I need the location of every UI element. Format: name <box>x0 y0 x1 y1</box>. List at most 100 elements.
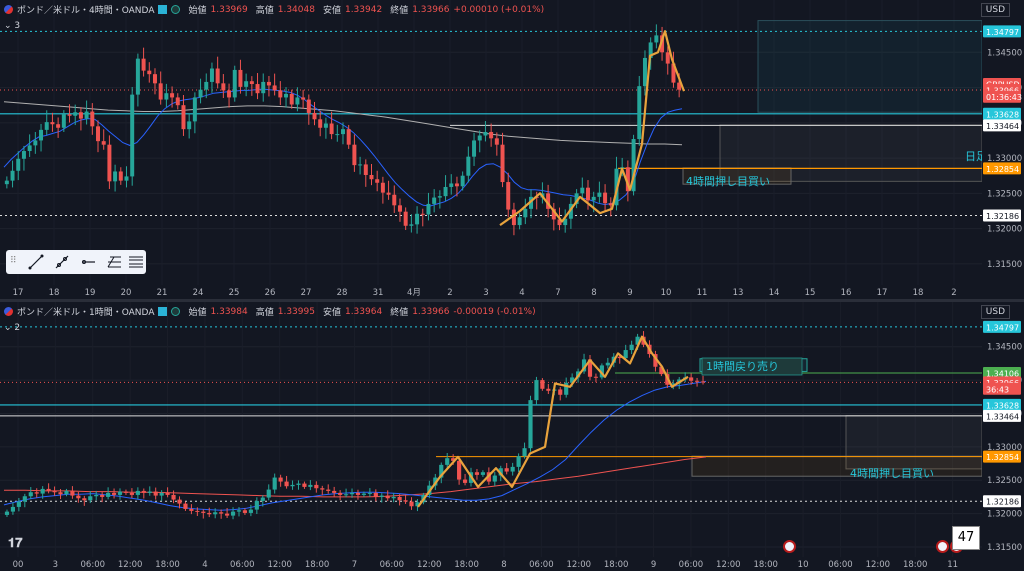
market-status-icon <box>171 5 181 14</box>
candle-body <box>568 203 573 219</box>
candle-body <box>466 156 471 176</box>
pane-separator[interactable] <box>0 299 1024 302</box>
low-value: 1.33964 <box>344 306 383 317</box>
candle-body <box>380 182 385 193</box>
candle-body <box>454 183 459 187</box>
chart-canvas-4h[interactable]: 4時間押し目買い日足1.345001.340001.335001.330001.… <box>0 0 1024 299</box>
candle-body <box>34 492 39 494</box>
currency-button[interactable]: USD <box>980 305 1010 319</box>
drag-handle-icon[interactable]: ⠿ <box>10 256 17 266</box>
time-tick-label: 18:00 <box>903 560 928 570</box>
candle-body <box>558 389 563 395</box>
bookmark-icon[interactable] <box>158 307 168 316</box>
candle-body <box>504 468 509 472</box>
candle-body <box>225 513 230 516</box>
candle-body <box>272 85 277 91</box>
candle-body <box>170 93 175 98</box>
price-label: 1.32854 <box>986 165 1019 174</box>
candle-body <box>88 496 93 501</box>
candle-body <box>318 119 323 128</box>
time-tick-label: 9 <box>627 288 632 298</box>
candle-body <box>329 123 334 135</box>
candle-body <box>78 112 83 119</box>
horizontal-ray-icon[interactable] <box>80 254 96 270</box>
time-tick-label: 19 <box>85 288 96 298</box>
candle-body <box>580 187 585 194</box>
candle-body <box>16 158 21 171</box>
candle-body <box>165 492 170 495</box>
candle-body <box>449 183 454 187</box>
candle-body <box>147 70 152 75</box>
annotation-box <box>701 357 803 376</box>
time-tick-label: 18 <box>49 288 60 298</box>
indicator-toggle[interactable]: ⌄ 2 <box>4 323 21 333</box>
tradingview-logo-icon[interactable]: 𝟏𝟕 <box>8 536 23 551</box>
candle-body <box>335 134 340 136</box>
chart-pane-1h[interactable]: 1時間戻り売り4時間押し目買い1.345001.340001.335001.33… <box>0 302 1024 571</box>
drawing-toolbar[interactable]: ⠿ <box>6 250 146 274</box>
candle-body <box>409 224 414 226</box>
candle-body <box>341 129 345 135</box>
chart-pane-4h[interactable]: 4時間押し目買い日足1.345001.340001.335001.330001.… <box>0 0 1024 299</box>
candle-body <box>261 81 266 94</box>
time-tick-label: 4 <box>519 288 524 298</box>
fib-retracement-icon[interactable] <box>106 254 122 270</box>
candle-body <box>4 511 10 515</box>
candle-body <box>581 359 587 372</box>
candle-body <box>100 494 105 497</box>
time-tick-label: 18:00 <box>155 560 180 570</box>
candle-body <box>135 58 140 95</box>
time-tick-label: 7 <box>352 560 357 570</box>
candle-body <box>84 111 89 119</box>
bookmark-icon[interactable] <box>158 5 168 14</box>
candle-body <box>227 90 232 98</box>
candle-body <box>700 381 706 383</box>
moving-average-slow <box>4 456 707 498</box>
currency-button[interactable]: USD <box>980 3 1010 17</box>
symbol-title: ポンド／米ドル・1時間・OANDA <box>17 308 155 318</box>
price-label: 1.33464 <box>986 412 1019 421</box>
candle-body <box>44 122 49 130</box>
candle-body <box>244 81 249 87</box>
price-tick-label: 1.31500 <box>987 543 1022 553</box>
candle-body <box>654 35 659 43</box>
price-label-bg <box>983 382 1021 395</box>
candle-body <box>694 380 700 382</box>
candle-body <box>248 509 253 513</box>
candle-body <box>397 496 402 501</box>
parallel-lines-icon[interactable] <box>128 254 144 270</box>
price-label: 1.34797 <box>986 28 1019 37</box>
time-tick-label: 18:00 <box>604 560 629 570</box>
candle-body <box>629 344 634 351</box>
candle-body <box>76 495 81 499</box>
candle-body <box>494 138 499 145</box>
candle-body <box>528 400 533 449</box>
candle-body <box>198 89 203 98</box>
candle-body <box>22 496 27 502</box>
price-label-bg <box>983 162 1021 175</box>
economic-event-icon[interactable] <box>936 540 949 553</box>
indicator-count: 2 <box>14 323 21 333</box>
chart-canvas-1h[interactable]: 1時間戻り売り4時間押し目買い1.345001.340001.335001.33… <box>0 302 1024 571</box>
candle-body <box>546 193 551 209</box>
candle-body <box>443 186 448 197</box>
candle-body <box>489 131 494 139</box>
indicator-toggle[interactable]: ⌄ 3 <box>4 21 21 31</box>
candle-body <box>171 494 176 500</box>
ray-icon[interactable] <box>54 254 70 270</box>
candle-body <box>113 171 118 182</box>
scroll-counter-badge[interactable]: 47 <box>952 526 980 550</box>
candle-body <box>209 68 214 82</box>
price-label: 1.33628 <box>986 401 1019 410</box>
candle-body <box>677 82 682 90</box>
candle-body <box>529 196 534 209</box>
economic-event-icon[interactable] <box>783 540 796 553</box>
candle-body <box>557 219 562 226</box>
chart-header-1h: ポンド／米ドル・1時間・OANDA 始値 1.33984 高値 1.33995 安値… <box>4 305 536 318</box>
candle-body <box>326 489 331 491</box>
time-tick-label: 18:00 <box>305 560 330 570</box>
candle-body <box>249 81 254 85</box>
candle-body <box>451 458 456 461</box>
candle-body <box>73 112 78 116</box>
trend-line-icon[interactable] <box>28 254 44 270</box>
